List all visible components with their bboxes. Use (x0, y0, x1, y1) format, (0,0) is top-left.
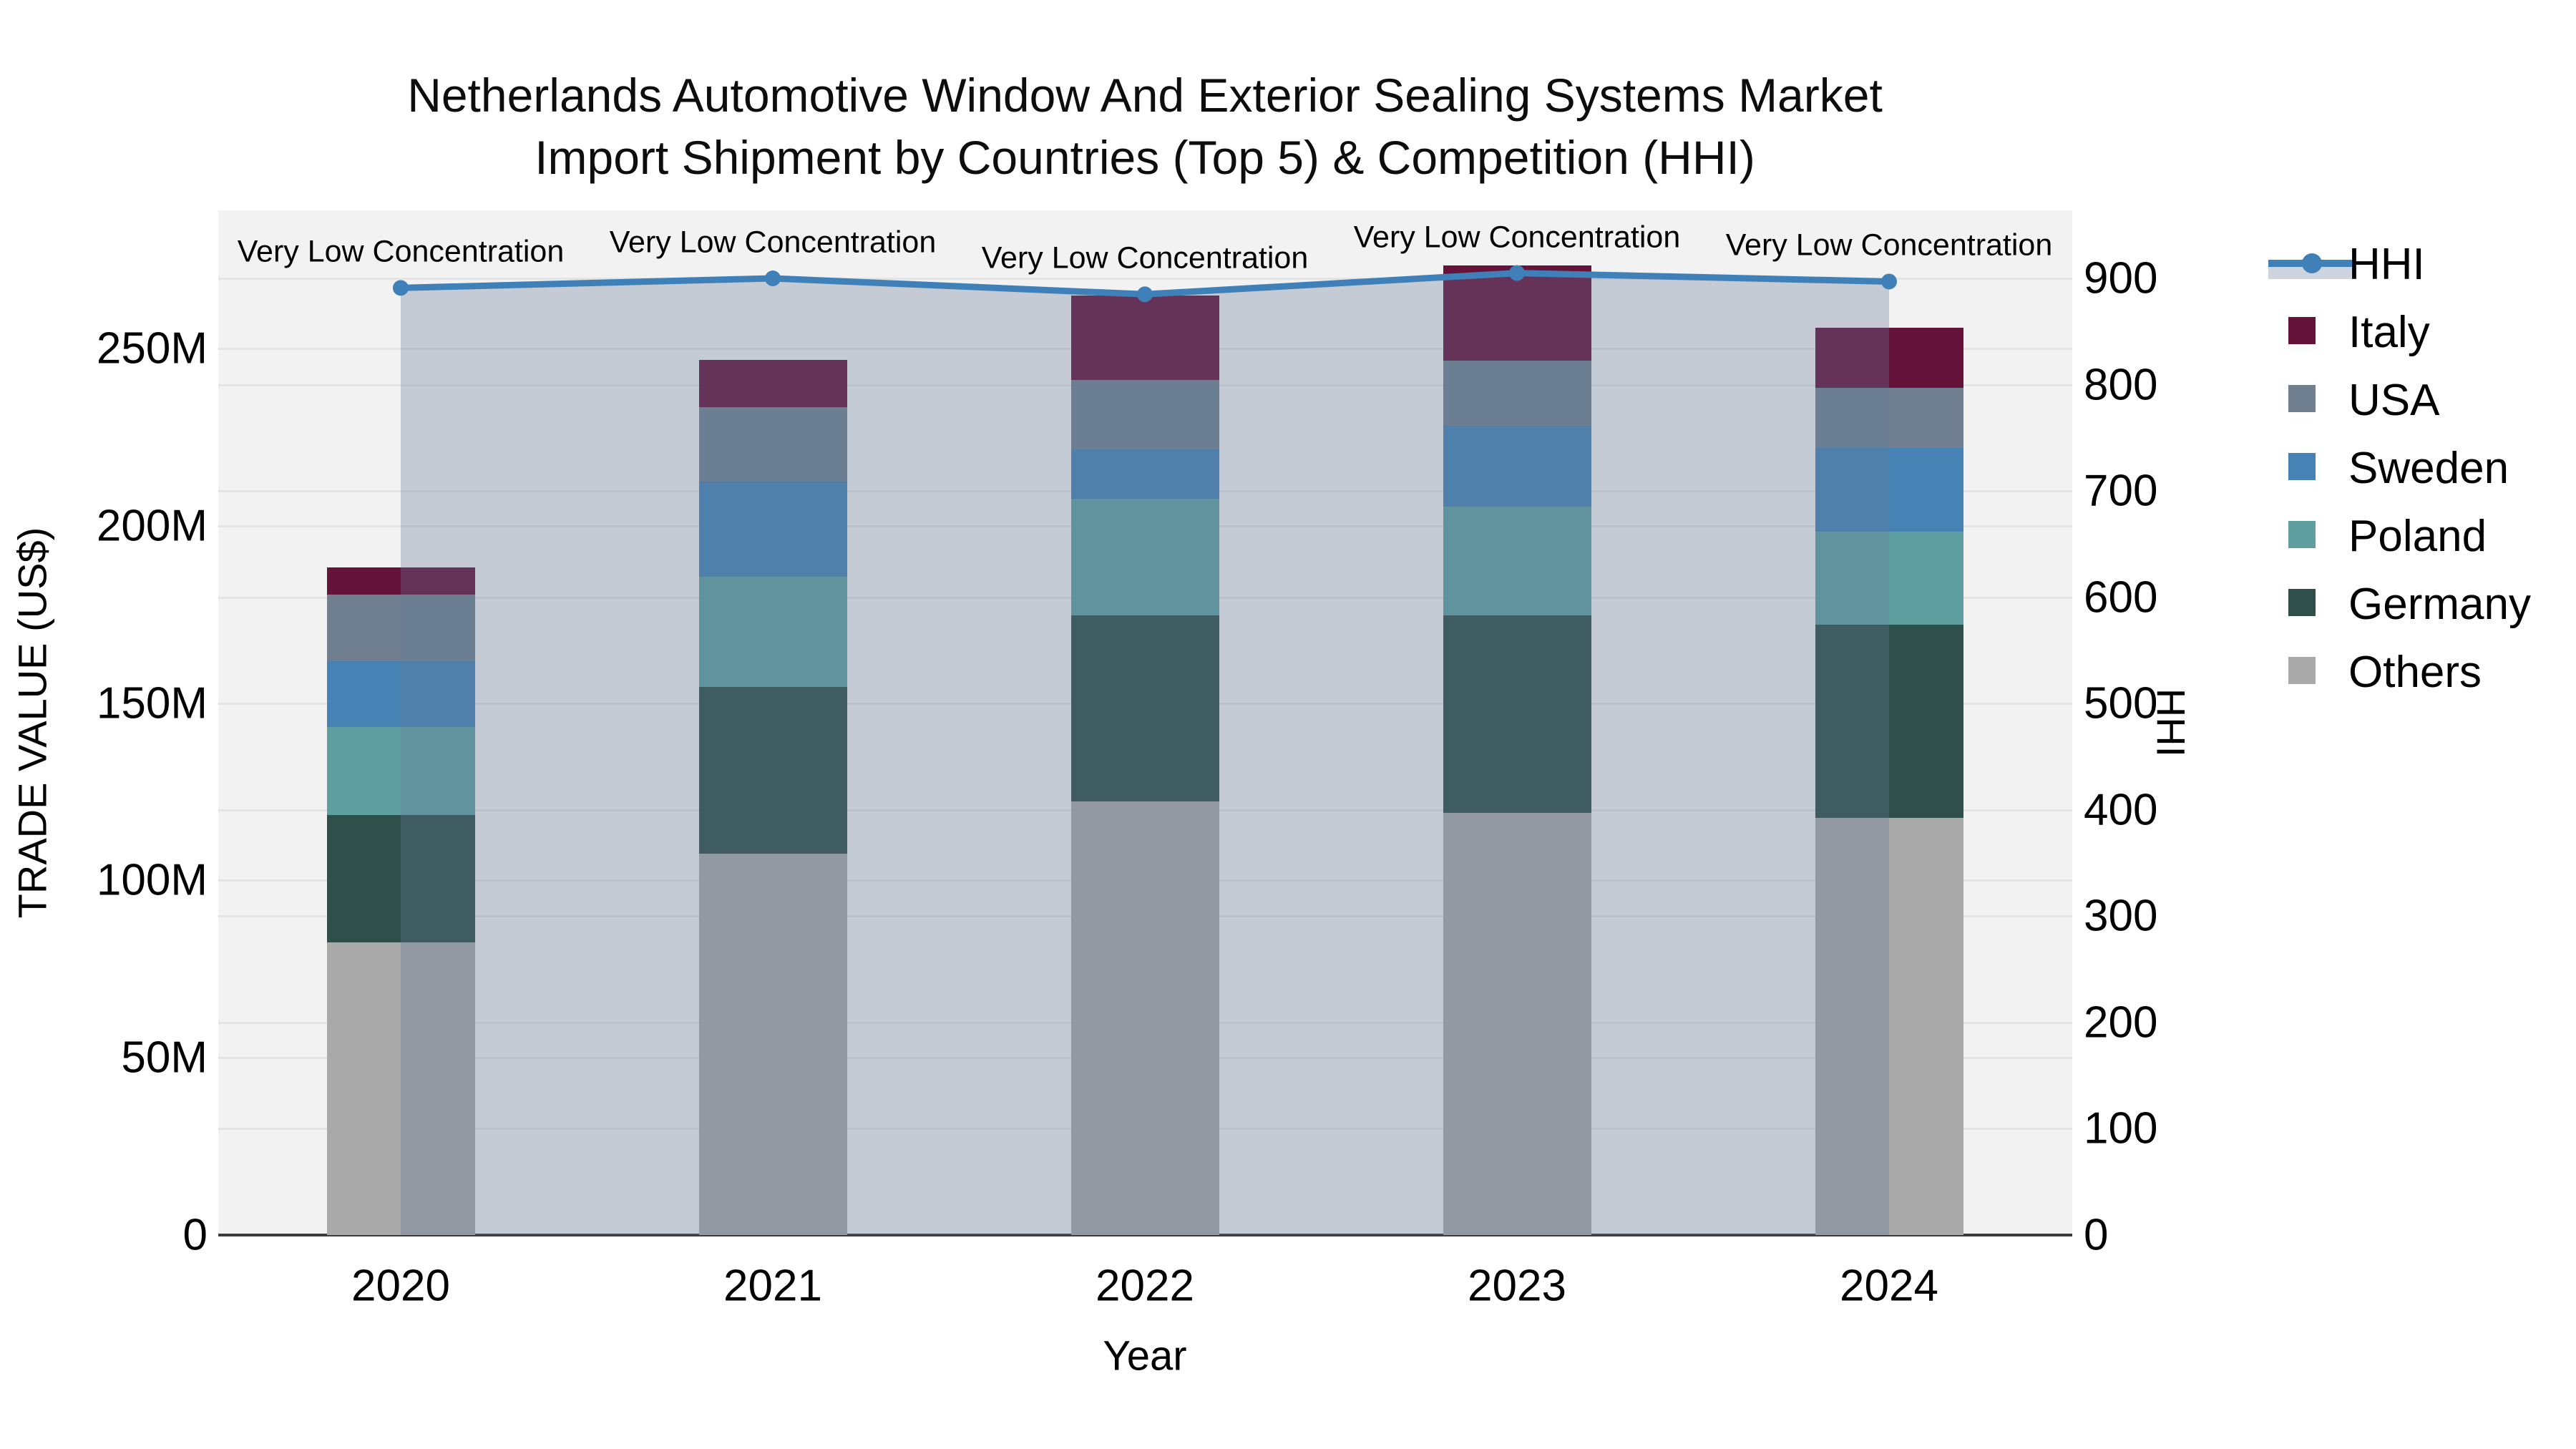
y-right-axis-title: HHI (2148, 688, 2194, 758)
hhi-point-2021[interactable] (765, 270, 781, 286)
annotation-concentration-2023: Very Low Concentration (1353, 220, 1681, 255)
legend-swatch-usa (2288, 385, 2316, 412)
hhi-point-2022[interactable] (1137, 286, 1153, 303)
x-axis-title: Year (1103, 1332, 1187, 1380)
legend-label-others: Others (2348, 648, 2482, 697)
bar-segment-poland-2020[interactable] (326, 726, 475, 816)
y-left-tick-150M: 150M (96, 678, 208, 728)
bar-segment-sweden-2022[interactable] (1070, 449, 1219, 499)
y-left-tick-50M: 50M (121, 1033, 208, 1083)
legend-item-germany[interactable]: Germany (2254, 569, 2576, 637)
bar-segment-sweden-2021[interactable] (698, 481, 847, 577)
bar-segment-others-2021[interactable] (698, 854, 847, 1235)
y-right-tick-900: 900 (2084, 253, 2158, 303)
y-right-tick-300: 300 (2084, 891, 2158, 941)
y-left-tick-0: 0 (182, 1210, 208, 1260)
legend-swatch-others (2288, 657, 2316, 684)
bar-segment-germany-2024[interactable] (1815, 625, 1963, 819)
hhi-point-2024[interactable] (1881, 273, 1897, 290)
y-right-tick-100: 100 (2084, 1103, 2158, 1153)
bar-segment-others-2024[interactable] (1815, 818, 1963, 1235)
y-right-tick-200: 200 (2084, 997, 2158, 1048)
x-axis-line (218, 1234, 2072, 1236)
y-right-tick-700: 700 (2084, 466, 2158, 516)
bar-segment-usa-2020[interactable] (326, 594, 475, 662)
bar-segment-others-2022[interactable] (1070, 801, 1219, 1235)
bar-segment-germany-2022[interactable] (1070, 615, 1219, 801)
annotation-concentration-2022: Very Low Concentration (981, 240, 1309, 275)
bar-segment-italy-2020[interactable] (326, 567, 475, 595)
bar-segment-sweden-2024[interactable] (1815, 448, 1963, 532)
legend-item-poland[interactable]: Poland (2254, 501, 2576, 569)
y-left-tick-250M: 250M (96, 323, 208, 374)
y-right-tick-0: 0 (2084, 1210, 2109, 1260)
legend-item-italy[interactable]: Italy (2254, 297, 2576, 365)
bar-segment-italy-2021[interactable] (698, 359, 847, 407)
x-tick-2021: 2021 (723, 1261, 822, 1311)
x-tick-2020: 2020 (351, 1261, 450, 1311)
x-tick-2023: 2023 (1468, 1261, 1566, 1311)
x-tick-2022: 2022 (1096, 1261, 1194, 1311)
hhi-point-2023[interactable] (1509, 265, 1525, 281)
bar-segment-germany-2020[interactable] (326, 815, 475, 943)
hhi-point-2020[interactable] (393, 280, 409, 296)
x-tick-2024: 2024 (1840, 1261, 1938, 1311)
bar-segment-sweden-2020[interactable] (326, 661, 475, 727)
y-right-tick-600: 600 (2084, 572, 2158, 623)
y-left-tick-100M: 100M (96, 855, 208, 905)
bar-segment-sweden-2023[interactable] (1443, 426, 1591, 507)
legend-item-hhi[interactable]: HHI (2254, 229, 2576, 297)
bar-segment-germany-2021[interactable] (698, 686, 847, 854)
legend-item-usa[interactable]: USA (2254, 365, 2576, 433)
hhi-legend-glyph (2268, 253, 2356, 279)
legend-swatch-poland (2288, 521, 2316, 548)
legend-label-usa: USA (2348, 376, 2440, 425)
bar-segment-poland-2021[interactable] (698, 577, 847, 687)
y-right-tick-400: 400 (2084, 785, 2158, 835)
legend-item-others[interactable]: Others (2254, 637, 2576, 705)
legend-swatch-germany (2288, 589, 2316, 616)
bar-segment-germany-2023[interactable] (1443, 615, 1591, 814)
bar-segment-others-2020[interactable] (326, 942, 475, 1235)
y-right-tick-500: 500 (2084, 678, 2158, 728)
chart-title-line1: Netherlands Automotive Window And Exteri… (407, 69, 1883, 122)
bar-segment-others-2023[interactable] (1443, 813, 1591, 1235)
bar-segment-usa-2024[interactable] (1815, 388, 1963, 449)
bar-segment-italy-2024[interactable] (1815, 327, 1963, 388)
gridline-right-900 (218, 278, 2072, 280)
annotation-concentration-2020: Very Low Concentration (237, 234, 565, 269)
bar-segment-italy-2022[interactable] (1070, 295, 1219, 381)
bar-segment-poland-2024[interactable] (1815, 532, 1963, 625)
legend-label-poland: Poland (2348, 512, 2487, 561)
y-right-tick-800: 800 (2084, 360, 2158, 410)
y-left-axis-title: TRADE VALUE (US$) (9, 527, 55, 919)
legend-item-sweden[interactable]: Sweden (2254, 433, 2576, 501)
y-left-tick-200M: 200M (96, 501, 208, 551)
legend-label-hhi: HHI (2348, 240, 2425, 289)
bar-segment-poland-2022[interactable] (1070, 499, 1219, 616)
chart-title-line2: Import Shipment by Countries (Top 5) & C… (535, 131, 1755, 184)
annotation-concentration-2024: Very Low Concentration (1725, 228, 2053, 263)
bar-segment-usa-2023[interactable] (1443, 360, 1591, 426)
legend-label-sweden: Sweden (2348, 444, 2509, 493)
legend-swatch-italy (2288, 317, 2316, 344)
bar-segment-usa-2021[interactable] (698, 406, 847, 482)
bar-segment-usa-2022[interactable] (1070, 380, 1219, 449)
legend-label-italy: Italy (2348, 308, 2430, 357)
legend-swatch-sweden (2288, 453, 2316, 480)
bar-segment-poland-2023[interactable] (1443, 507, 1591, 616)
legend-label-germany: Germany (2348, 580, 2531, 629)
annotation-concentration-2021: Very Low Concentration (609, 225, 937, 260)
